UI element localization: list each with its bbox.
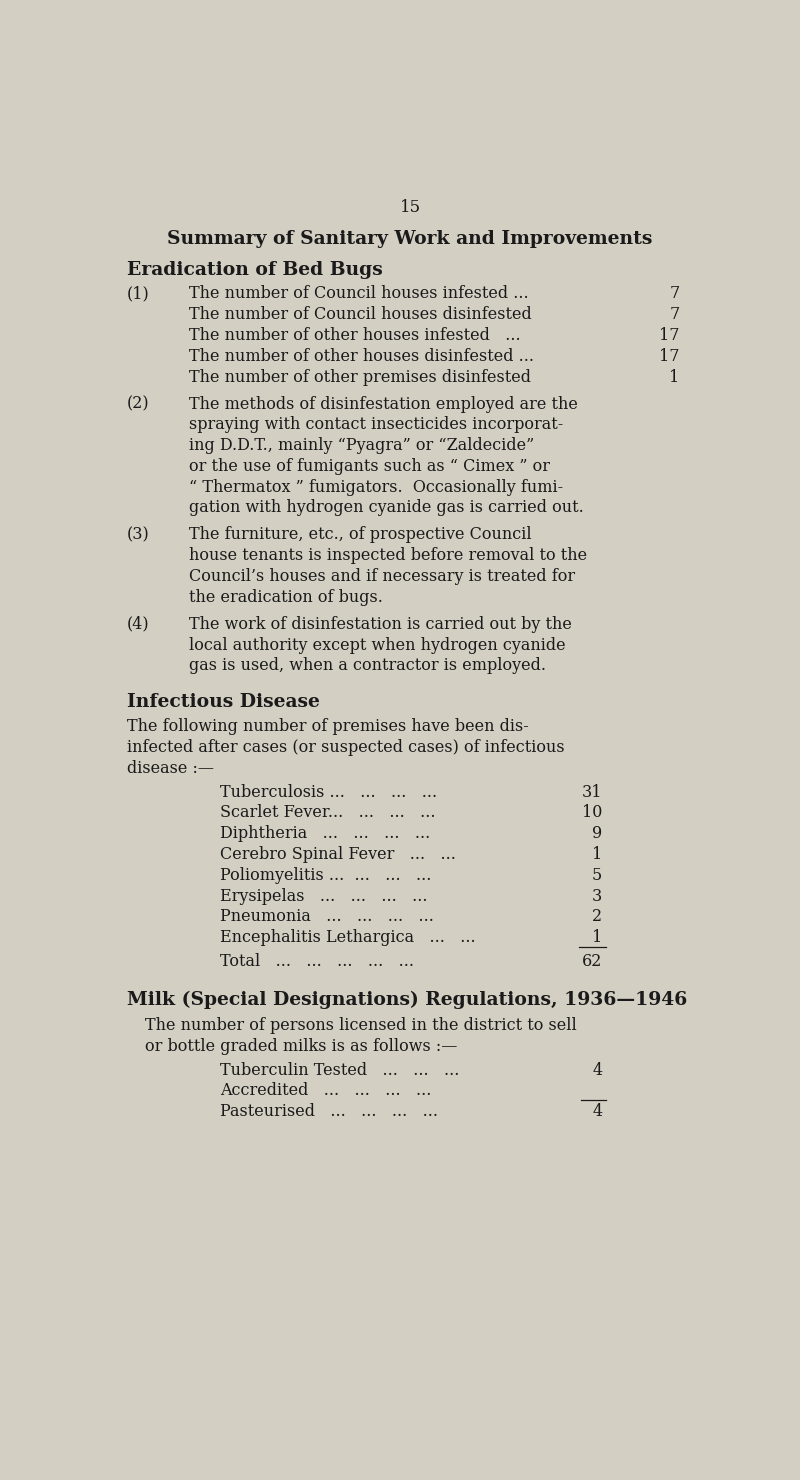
Text: Pneumonia   ...   ...   ...   ...: Pneumonia ... ... ... ... (220, 909, 434, 925)
Text: Summary of Sanitary Work and Improvements: Summary of Sanitary Work and Improvement… (167, 229, 653, 249)
Text: 5: 5 (592, 867, 602, 884)
Text: Eradication of Bed Bugs: Eradication of Bed Bugs (127, 260, 383, 278)
Text: The methods of disinfestation employed are the: The methods of disinfestation employed a… (189, 395, 578, 413)
Text: Encephalitis Lethargica   ...   ...: Encephalitis Lethargica ... ... (220, 929, 476, 946)
Text: 1: 1 (670, 369, 680, 386)
Text: spraying with contact insecticides incorporat-: spraying with contact insecticides incor… (189, 416, 563, 434)
Text: 62: 62 (582, 953, 602, 969)
Text: Scarlet Fever...   ...   ...   ...: Scarlet Fever... ... ... ... (220, 805, 436, 821)
Text: 17: 17 (659, 327, 680, 343)
Text: 4: 4 (592, 1103, 602, 1120)
Text: 17: 17 (659, 348, 680, 364)
Text: 7: 7 (670, 306, 680, 323)
Text: Milk (Special Designations) Regulations, 1936—1946: Milk (Special Designations) Regulations,… (127, 990, 687, 1009)
Text: Infectious Disease: Infectious Disease (127, 694, 320, 712)
Text: 9: 9 (592, 826, 602, 842)
Text: (1): (1) (127, 286, 150, 302)
Text: ing D.D.T., mainly “Pyagra” or “Zaldecide”: ing D.D.T., mainly “Pyagra” or “Zaldecid… (189, 437, 534, 454)
Text: house tenants is inspected before removal to the: house tenants is inspected before remova… (189, 548, 587, 564)
Text: Poliomyelitis ...  ...   ...   ...: Poliomyelitis ... ... ... ... (220, 867, 431, 884)
Text: Cerebro Spinal Fever   ...   ...: Cerebro Spinal Fever ... ... (220, 847, 456, 863)
Text: 1: 1 (592, 929, 602, 946)
Text: 1: 1 (592, 847, 602, 863)
Text: 31: 31 (582, 783, 602, 801)
Text: 3: 3 (592, 888, 602, 904)
Text: “ Thermatox ” fumigators.  Occasionally fumi-: “ Thermatox ” fumigators. Occasionally f… (189, 478, 563, 496)
Text: (2): (2) (127, 395, 150, 413)
Text: Diphtheria   ...   ...   ...   ...: Diphtheria ... ... ... ... (220, 826, 430, 842)
Text: infected after cases (or suspected cases) of infectious: infected after cases (or suspected cases… (127, 739, 565, 756)
Text: 4: 4 (592, 1061, 602, 1079)
Text: The number of other premises disinfested: The number of other premises disinfested (189, 369, 531, 386)
Text: local authority except when hydrogen cyanide: local authority except when hydrogen cya… (189, 636, 566, 654)
Text: 10: 10 (582, 805, 602, 821)
Text: The number of Council houses disinfested: The number of Council houses disinfested (189, 306, 532, 323)
Text: Accredited   ...   ...   ...   ...: Accredited ... ... ... ... (220, 1082, 431, 1100)
Text: The number of persons licensed in the district to sell: The number of persons licensed in the di… (145, 1017, 577, 1035)
Text: the eradication of bugs.: the eradication of bugs. (189, 589, 383, 605)
Text: Tuberculin Tested   ...   ...   ...: Tuberculin Tested ... ... ... (220, 1061, 459, 1079)
Text: disease :—: disease :— (127, 759, 214, 777)
Text: Tuberculosis ...   ...   ...   ...: Tuberculosis ... ... ... ... (220, 783, 438, 801)
Text: 7: 7 (670, 286, 680, 302)
Text: gation with hydrogen cyanide gas is carried out.: gation with hydrogen cyanide gas is carr… (189, 499, 584, 517)
Text: The work of disinfestation is carried out by the: The work of disinfestation is carried ou… (189, 616, 572, 633)
Text: Council’s houses and if necessary is treated for: Council’s houses and if necessary is tre… (189, 568, 575, 585)
Text: or bottle graded milks is as follows :—: or bottle graded milks is as follows :— (145, 1037, 458, 1055)
Text: Pasteurised   ...   ...   ...   ...: Pasteurised ... ... ... ... (220, 1103, 438, 1120)
Text: The following number of premises have been dis-: The following number of premises have be… (127, 718, 529, 736)
Text: Erysipelas   ...   ...   ...   ...: Erysipelas ... ... ... ... (220, 888, 428, 904)
Text: The number of other houses disinfested ...: The number of other houses disinfested .… (189, 348, 534, 364)
Text: The number of other houses infested   ...: The number of other houses infested ... (189, 327, 521, 343)
Text: gas is used, when a contractor is employed.: gas is used, when a contractor is employ… (189, 657, 546, 675)
Text: (3): (3) (127, 527, 150, 543)
Text: The number of Council houses infested ...: The number of Council houses infested ..… (189, 286, 529, 302)
Text: Total   ...   ...   ...   ...   ...: Total ... ... ... ... ... (220, 953, 414, 969)
Text: The furniture, etc., of prospective Council: The furniture, etc., of prospective Coun… (189, 527, 532, 543)
Text: or the use of fumigants such as “ Cimex ” or: or the use of fumigants such as “ Cimex … (189, 457, 550, 475)
Text: 2: 2 (592, 909, 602, 925)
Text: 15: 15 (399, 200, 421, 216)
Text: (4): (4) (127, 616, 150, 633)
